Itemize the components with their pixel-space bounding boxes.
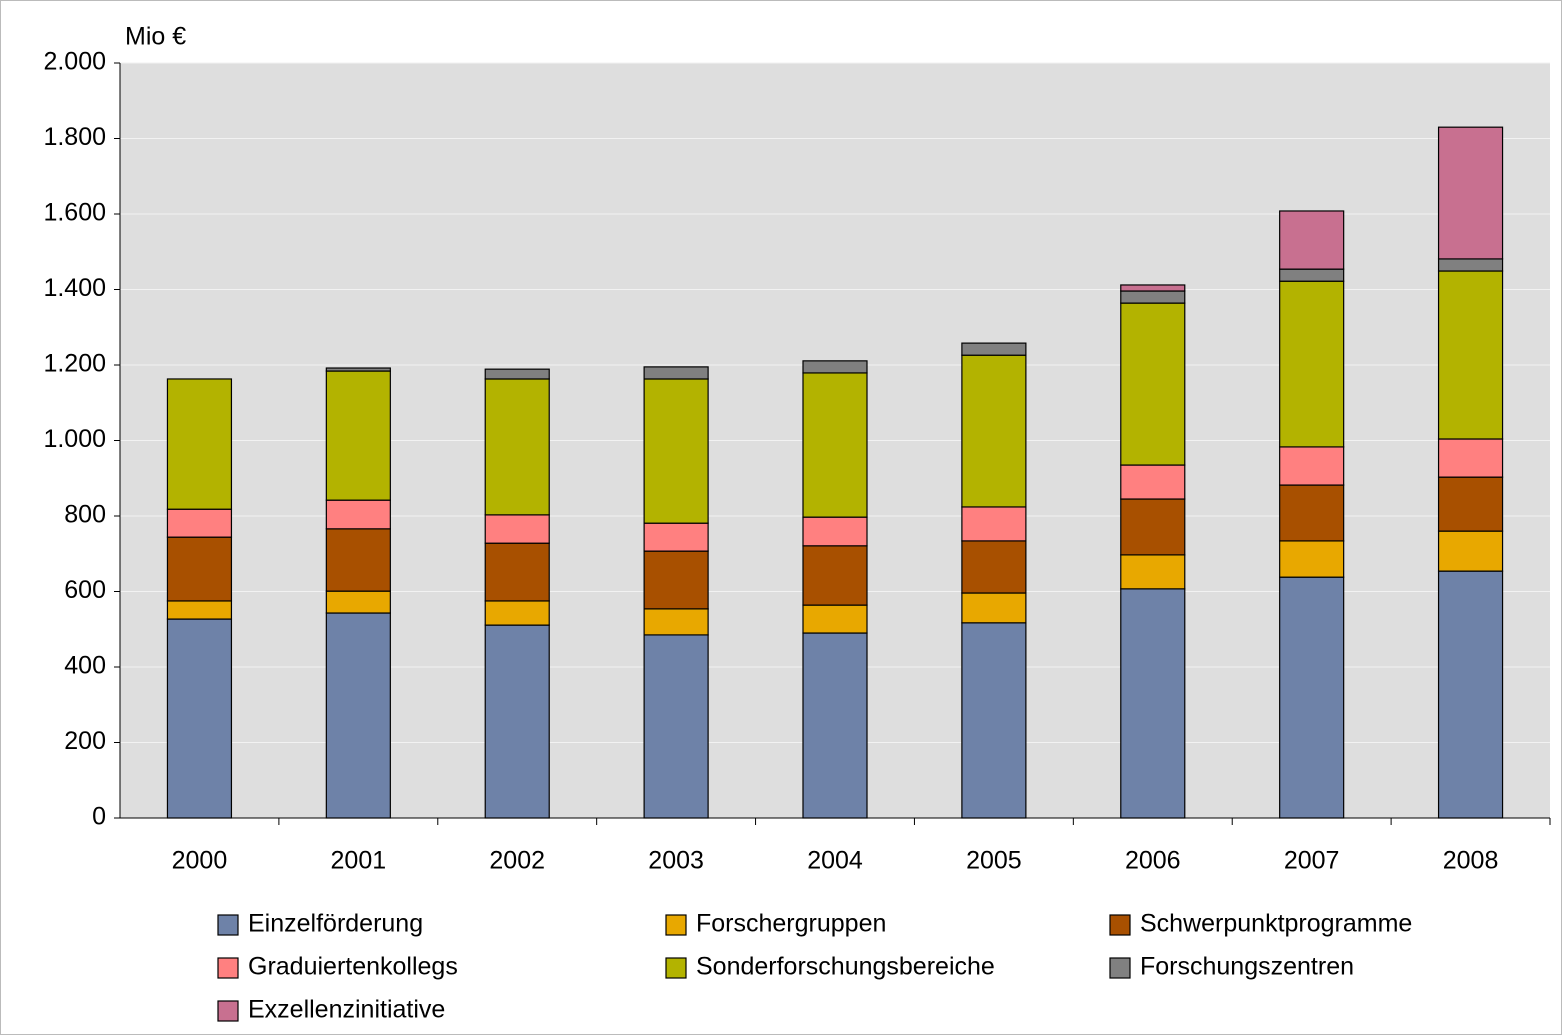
bar-segment — [1437, 126, 1504, 260]
legend-label: Einzelförderung — [248, 910, 423, 938]
bar-segment — [484, 378, 550, 516]
x-tick-label: 2008 — [1443, 847, 1499, 875]
x-tick-label: 2000 — [172, 847, 228, 875]
legend-swatch — [217, 1000, 239, 1022]
bar-segment — [1279, 484, 1345, 542]
y-tick-label: 800 — [64, 501, 106, 529]
bar-segment — [484, 542, 550, 602]
bar-segment — [643, 634, 709, 819]
bar-segment — [325, 528, 391, 592]
bar-segment — [802, 604, 868, 634]
bar-segment — [1437, 258, 1504, 272]
bar-segment — [1120, 554, 1186, 590]
bar-segment — [166, 618, 233, 819]
legend-label: Forschergruppen — [696, 910, 886, 938]
y-tick-label: 200 — [64, 727, 106, 755]
legend-label: Schwerpunktprogramme — [1140, 910, 1412, 938]
bar-segment — [1120, 284, 1186, 292]
bar-segment — [484, 368, 550, 380]
bar-segment — [1279, 446, 1345, 486]
y-tick-label: 600 — [64, 576, 106, 604]
x-tick-label: 2007 — [1284, 847, 1340, 875]
bar-segment — [1279, 576, 1345, 819]
bar-segment — [961, 622, 1027, 819]
y-tick-label: 1.800 — [43, 123, 106, 151]
bar-segment — [1437, 530, 1504, 572]
bar-segment — [643, 378, 709, 524]
bar-segment — [484, 514, 550, 544]
bar-segment — [166, 536, 233, 602]
bar-segment — [325, 612, 391, 819]
bar-segment — [325, 499, 391, 530]
legend-swatch — [665, 914, 687, 936]
bar-segment — [1279, 210, 1345, 270]
bar-segment — [1120, 464, 1186, 500]
bar-segment — [961, 540, 1027, 594]
x-tick-label: 2005 — [966, 847, 1022, 875]
bar-segment — [1120, 588, 1186, 819]
y-tick-label: 2.000 — [43, 48, 106, 76]
legend-swatch — [1109, 914, 1131, 936]
legend-swatch — [1109, 957, 1131, 979]
bar-segment — [802, 516, 868, 547]
bar-segment — [1120, 302, 1186, 466]
bar-segment — [643, 522, 709, 552]
bar-segment — [961, 354, 1027, 508]
bar-segment — [961, 592, 1027, 624]
bar-segment — [1120, 498, 1186, 556]
bar-segment — [1279, 268, 1345, 282]
x-tick-label: 2003 — [648, 847, 704, 875]
bar-segment — [1437, 270, 1504, 440]
legend-swatch — [665, 957, 687, 979]
bar-segment — [961, 342, 1027, 356]
bar-segment — [802, 360, 868, 374]
bar-segment — [325, 370, 391, 501]
bar-segment — [961, 506, 1027, 542]
x-tick-label: 2006 — [1125, 847, 1181, 875]
bar-segment — [166, 600, 233, 620]
bar-segment — [1279, 540, 1345, 578]
bar-segment — [325, 590, 391, 614]
y-tick-label: 1.200 — [43, 350, 106, 378]
bar-segment — [643, 608, 709, 636]
bar-segment — [802, 632, 868, 819]
bar-segment — [1120, 290, 1186, 304]
bar-segment — [643, 550, 709, 610]
x-tick-label: 2001 — [331, 847, 387, 875]
bar-segment — [1437, 438, 1504, 478]
y-tick-label: 1.600 — [43, 199, 106, 227]
y-tick-label: 1.400 — [43, 274, 106, 302]
legend-swatch — [217, 957, 239, 979]
legend-label: Forschungszentren — [1140, 953, 1354, 981]
bar-segment — [802, 372, 868, 518]
bar-segment — [802, 545, 868, 606]
y-axis-label: Mio € — [125, 23, 186, 51]
x-tick-label: 2004 — [807, 847, 863, 875]
bar-segment — [166, 378, 233, 510]
y-tick-label: 0 — [92, 803, 106, 831]
legend-label: Sonderforschungsbereiche — [696, 953, 995, 981]
y-tick-label: 400 — [64, 652, 106, 680]
x-tick-label: 2002 — [489, 847, 545, 875]
bar-segment — [1437, 570, 1504, 819]
bar-segment — [166, 508, 233, 538]
bar-segment — [643, 366, 709, 380]
bar-segment — [1279, 280, 1345, 448]
bar-segment — [325, 367, 391, 372]
bar-segment — [484, 600, 550, 626]
bar-segment — [1437, 476, 1504, 532]
legend-swatch — [217, 914, 239, 936]
legend-label: Graduiertenkollegs — [248, 953, 458, 981]
y-tick-label: 1.000 — [43, 425, 106, 453]
legend-label: Exzellenzinitiative — [248, 996, 445, 1024]
bar-segment — [484, 624, 550, 819]
